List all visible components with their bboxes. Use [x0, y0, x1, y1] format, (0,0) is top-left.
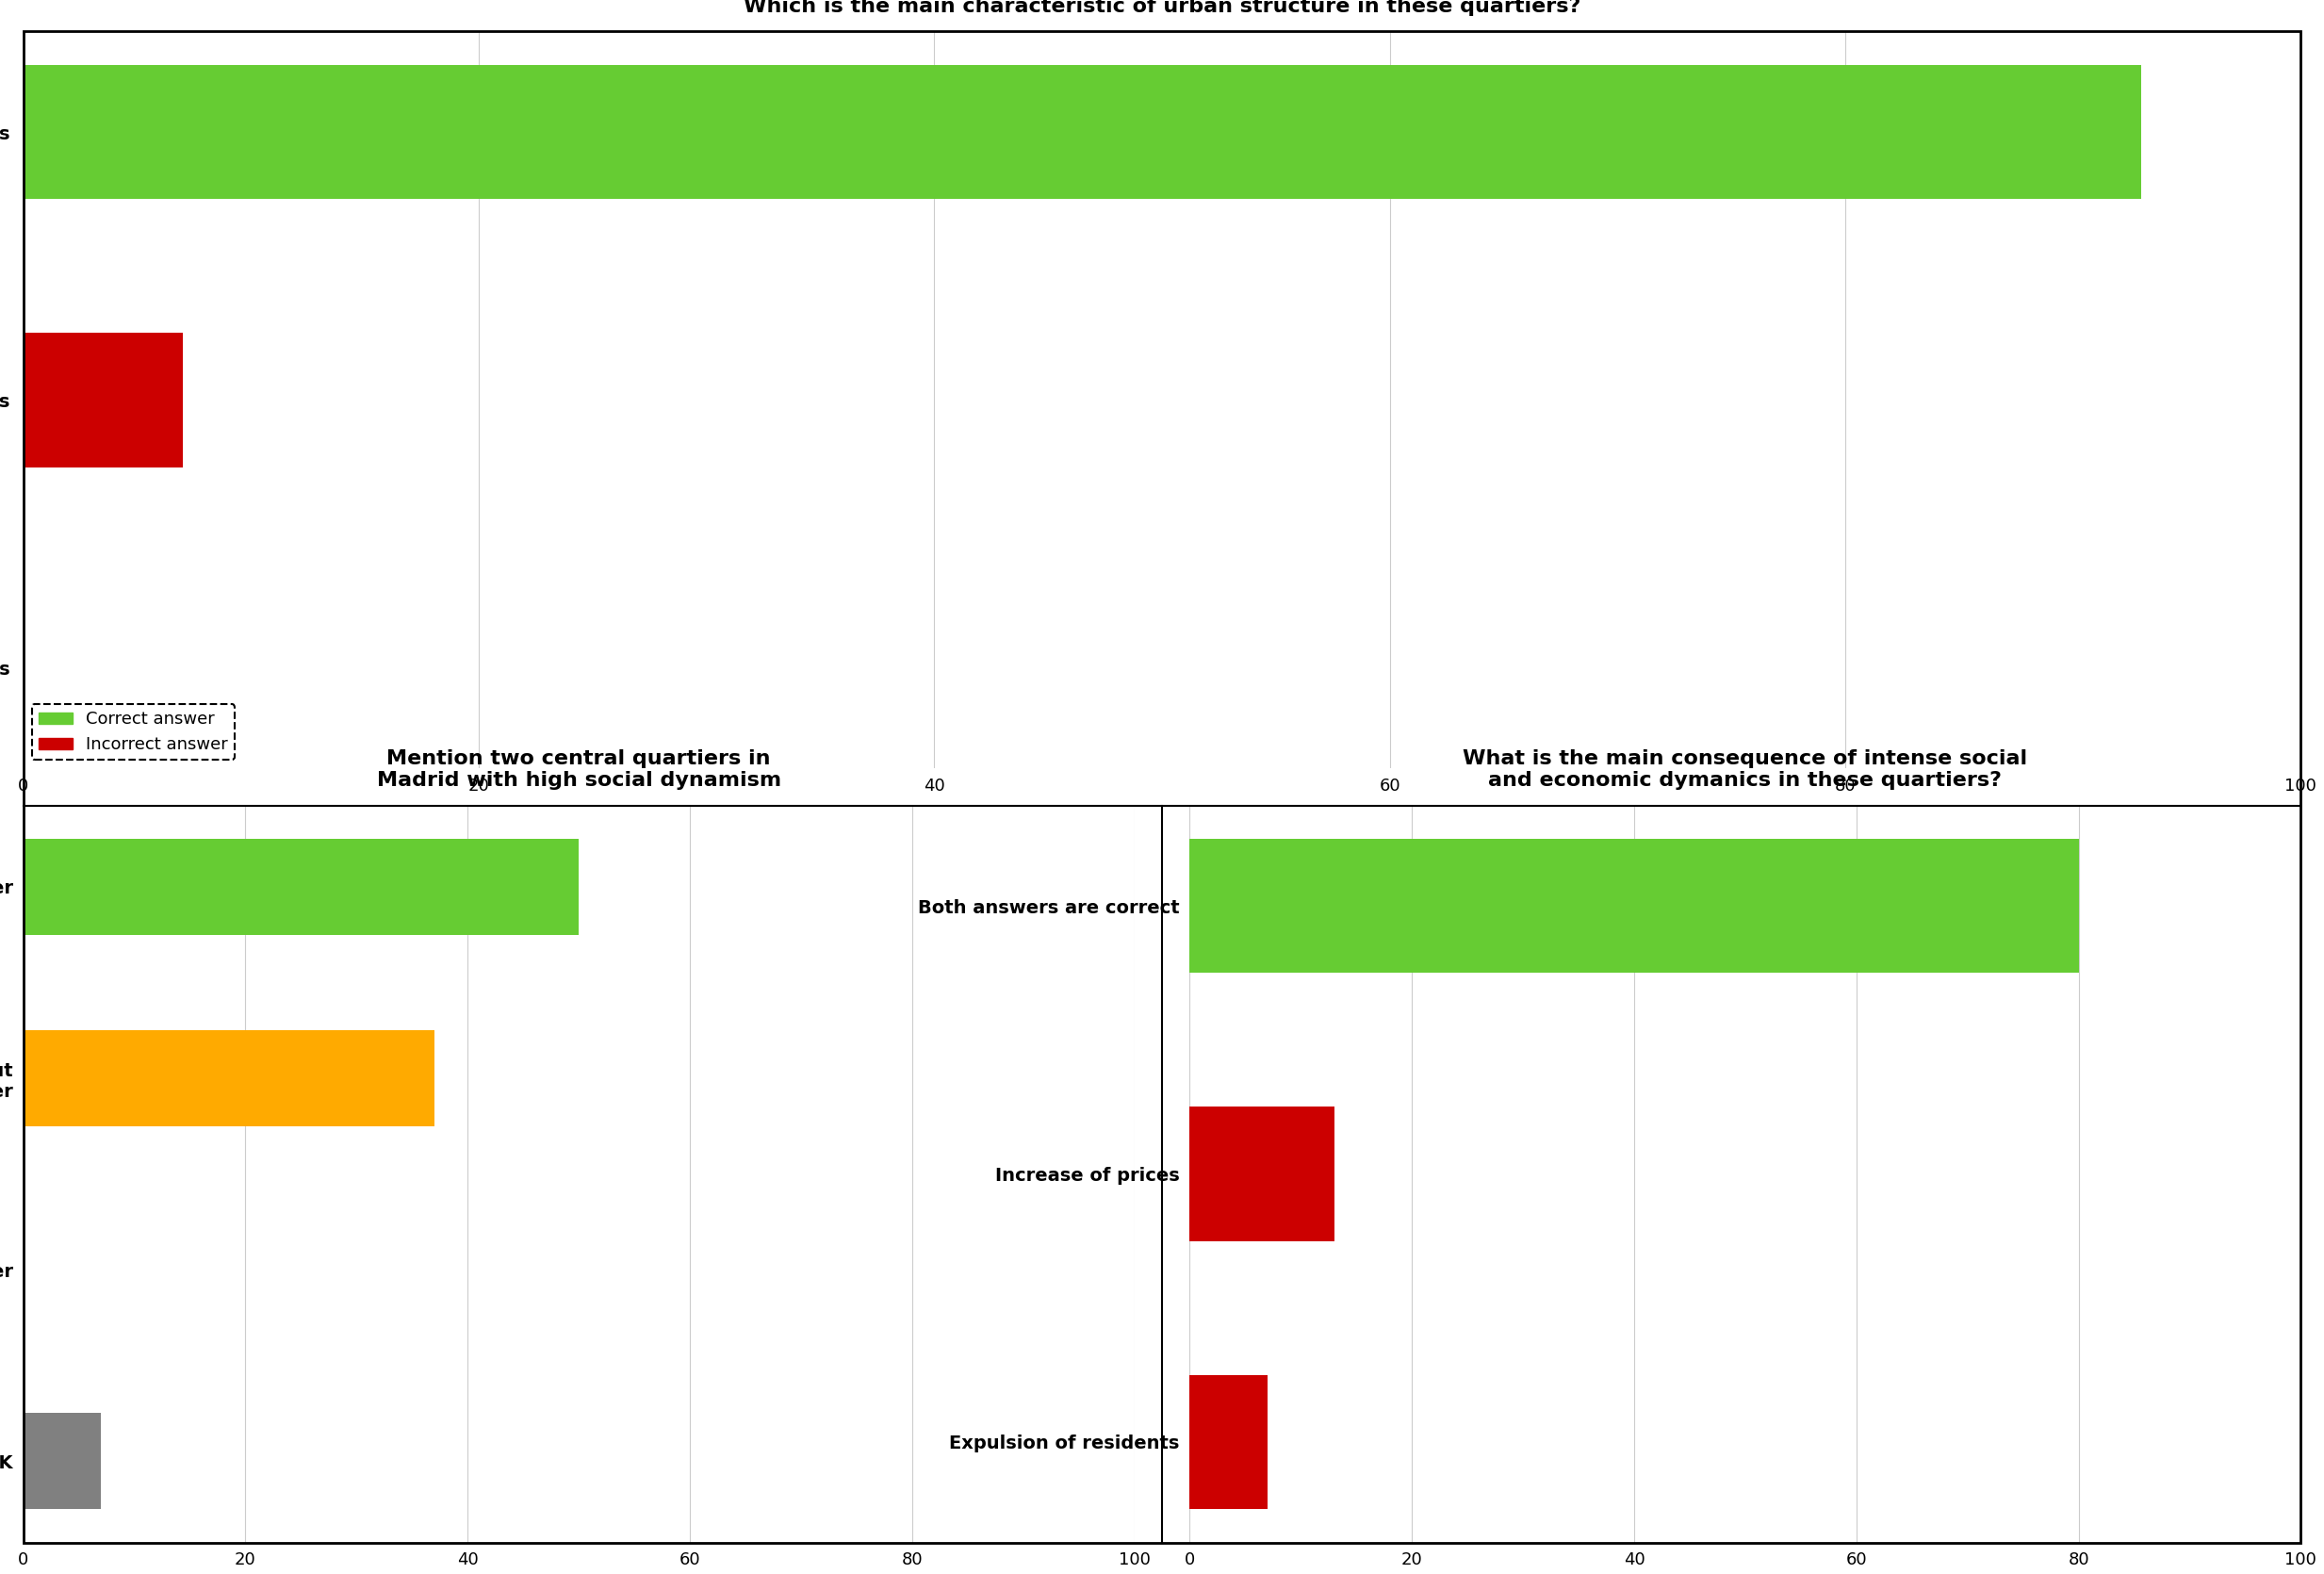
- Bar: [23, 839, 579, 935]
- Bar: [23, 65, 2140, 198]
- Title: What is the main consequence of intense social
and economic dymanics in these qu: What is the main consequence of intense …: [1462, 749, 2027, 790]
- Title: Which is the main characteristic of urban structure in these quartiers?: Which is the main characteristic of urba…: [744, 0, 1580, 16]
- Bar: [23, 334, 184, 467]
- Bar: [23, 1031, 435, 1125]
- Bar: [23, 1413, 100, 1509]
- Bar: [1190, 1107, 1334, 1240]
- Bar: [1190, 1376, 1267, 1509]
- Title: Mention two central quartiers in
Madrid with high social dynamism: Mention two central quartiers in Madrid …: [376, 749, 781, 790]
- Legend: Correct answer, Incorrect answer: Correct answer, Incorrect answer: [33, 704, 235, 760]
- Bar: [1190, 839, 2078, 973]
